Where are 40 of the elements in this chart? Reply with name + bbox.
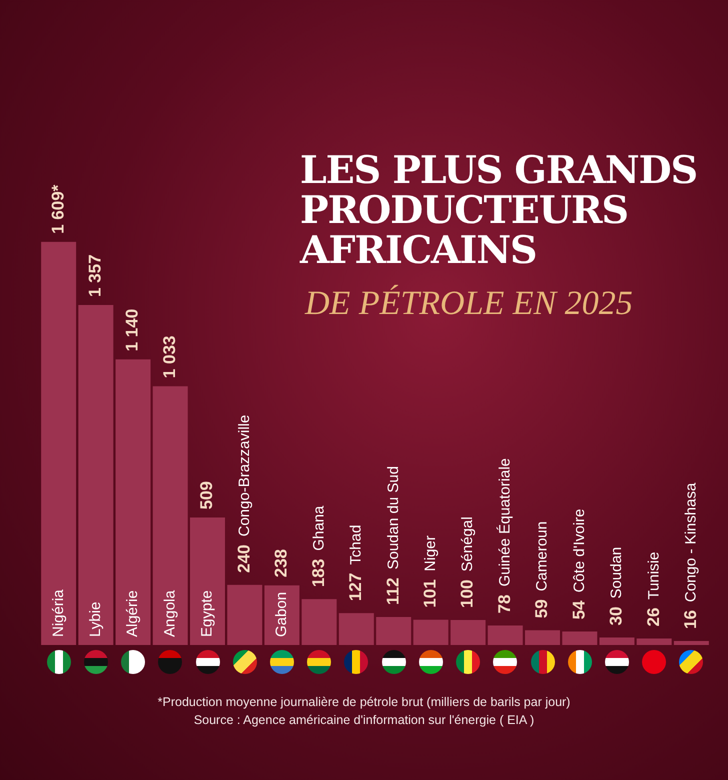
- data-label: 30: [606, 606, 626, 626]
- x-tick-label: Cameroun: [534, 521, 551, 592]
- data-label: 16: [681, 610, 700, 629]
- x-tick-label: Côte d'Ivoire: [570, 508, 588, 593]
- x-tick-label: Egypte: [198, 590, 216, 637]
- x-tick-label: Ghana: [310, 505, 328, 551]
- x-tick-label: Algérie: [124, 590, 142, 637]
- data-label: 1 140: [122, 308, 142, 352]
- x-tick-label: Congo - Kinshasa: [682, 482, 700, 602]
- data-label: 54: [569, 600, 588, 620]
- x-tick-label: Soudan du Sud: [384, 466, 402, 570]
- data-label: 78: [494, 594, 514, 614]
- x-tick-label: Lybie: [86, 602, 104, 637]
- x-tick-label: Angola: [161, 590, 178, 637]
- data-label: 127: [346, 572, 366, 602]
- data-label: 101: [420, 579, 440, 608]
- x-tick-label: Sénégal: [459, 516, 476, 572]
- data-label: 1 033: [160, 336, 179, 378]
- data-label: 100: [458, 580, 477, 608]
- x-tick-label: Congo-Brazzaville: [236, 414, 253, 537]
- x-tick-label: Gabon: [273, 592, 290, 637]
- chart-title: LES PLUS GRANDS PRODUCTEURS AFRICAINS: [300, 147, 698, 272]
- source-note: Source : Agence américaine d'information sur l'énergie ( EIA ): [192, 712, 536, 729]
- data-label: 509: [197, 481, 216, 510]
- x-tick-label: Guinée Équatoriale: [495, 458, 514, 587]
- data-label: 1 357: [86, 254, 105, 298]
- x-tick-label: Tchad: [348, 524, 365, 565]
- text: DE PÉTROLE EN 2025: [305, 285, 634, 323]
- x-tick-label: Niger: [422, 535, 439, 572]
- data-label: 1 609*: [48, 184, 68, 234]
- data-label: 238: [272, 548, 291, 578]
- data-label: 26: [644, 608, 663, 626]
- text: *Production moyenne journalière de pétrole brut (milliers de barils par jour): [156, 694, 572, 711]
- data-label: 112: [383, 578, 402, 605]
- x-tick-label: Nigéria: [50, 588, 67, 637]
- x-tick-label: Tunisie: [645, 552, 662, 600]
- x-tick-label: Soudan: [608, 546, 626, 599]
- data-label: 240: [234, 544, 254, 573]
- data-label: 183: [308, 558, 328, 588]
- data-label: 59: [532, 599, 552, 618]
